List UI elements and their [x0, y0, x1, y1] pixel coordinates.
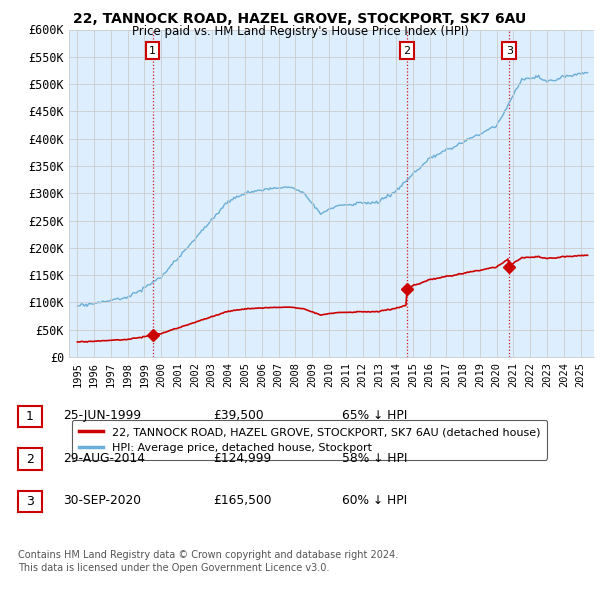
Text: Contains HM Land Registry data © Crown copyright and database right 2024.: Contains HM Land Registry data © Crown c… [18, 550, 398, 560]
Text: Price paid vs. HM Land Registry's House Price Index (HPI): Price paid vs. HM Land Registry's House … [131, 25, 469, 38]
Text: 3: 3 [26, 495, 34, 508]
Text: 58% ↓ HPI: 58% ↓ HPI [342, 452, 407, 465]
Text: 65% ↓ HPI: 65% ↓ HPI [342, 409, 407, 422]
Text: 60% ↓ HPI: 60% ↓ HPI [342, 494, 407, 507]
Text: 2: 2 [404, 46, 411, 56]
Text: 25-JUN-1999: 25-JUN-1999 [63, 409, 141, 422]
Legend: 22, TANNOCK ROAD, HAZEL GROVE, STOCKPORT, SK7 6AU (detached house), HPI: Average: 22, TANNOCK ROAD, HAZEL GROVE, STOCKPORT… [72, 420, 547, 460]
Text: £165,500: £165,500 [213, 494, 271, 507]
Text: 29-AUG-2014: 29-AUG-2014 [63, 452, 145, 465]
Text: £124,999: £124,999 [213, 452, 271, 465]
Text: 30-SEP-2020: 30-SEP-2020 [63, 494, 141, 507]
Text: 3: 3 [506, 46, 513, 56]
Text: 1: 1 [26, 410, 34, 423]
Text: 1: 1 [149, 46, 156, 56]
Text: 22, TANNOCK ROAD, HAZEL GROVE, STOCKPORT, SK7 6AU: 22, TANNOCK ROAD, HAZEL GROVE, STOCKPORT… [73, 12, 527, 26]
Text: £39,500: £39,500 [213, 409, 263, 422]
Text: This data is licensed under the Open Government Licence v3.0.: This data is licensed under the Open Gov… [18, 563, 329, 573]
Text: 2: 2 [26, 453, 34, 466]
